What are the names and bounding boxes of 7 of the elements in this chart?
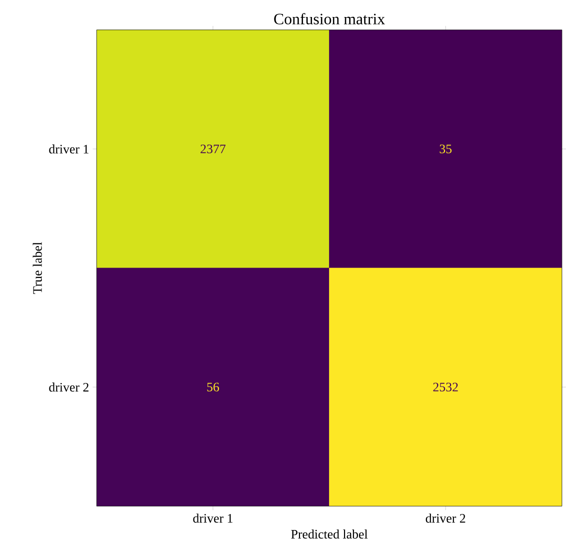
data-label: 2532 xyxy=(433,382,458,392)
y-axis-title: True label xyxy=(32,242,42,294)
x-axis-title: Predicted label xyxy=(291,530,368,539)
data-label: 2377 xyxy=(200,144,226,154)
data-label: 35 xyxy=(440,144,452,154)
data-label: 56 xyxy=(207,382,220,392)
chart-title: Confusion matrix xyxy=(274,13,385,24)
